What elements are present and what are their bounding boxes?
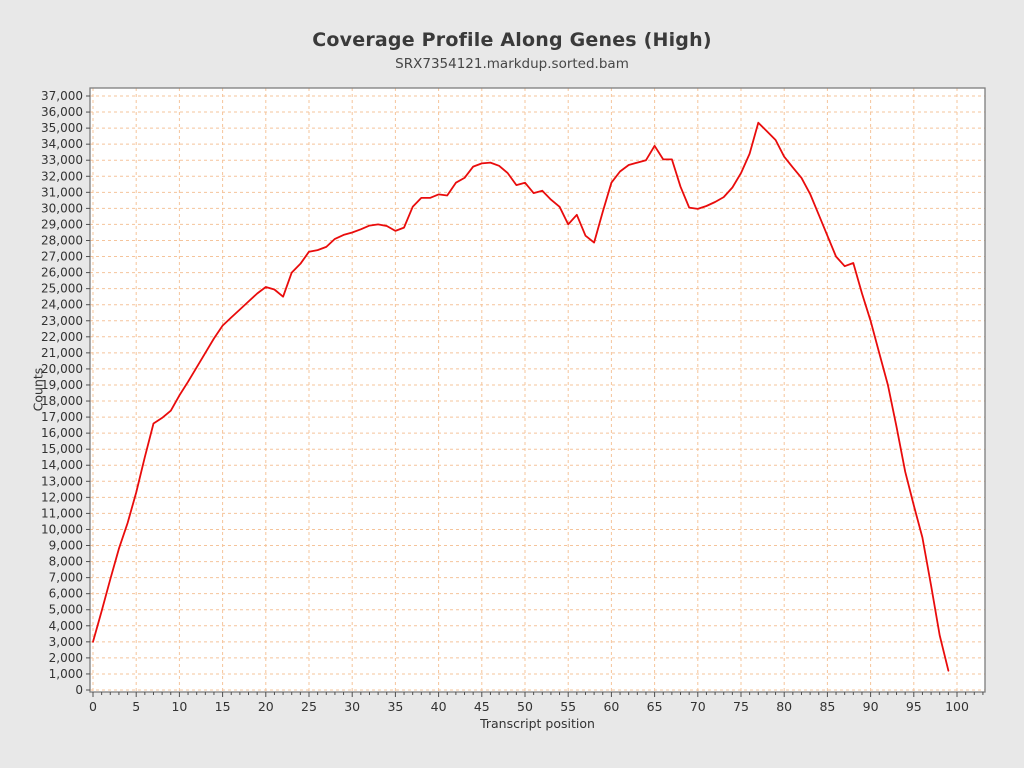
svg-text:21,000: 21,000 — [41, 346, 83, 360]
svg-text:27,000: 27,000 — [41, 250, 83, 264]
svg-text:16,000: 16,000 — [41, 426, 83, 440]
svg-text:0: 0 — [89, 699, 97, 714]
svg-text:25,000: 25,000 — [41, 282, 83, 296]
svg-text:31,000: 31,000 — [41, 185, 83, 199]
svg-text:11,000: 11,000 — [41, 506, 83, 520]
chart-title: Coverage Profile Along Genes (High) — [312, 29, 712, 51]
svg-text:37,000: 37,000 — [41, 89, 83, 103]
svg-text:17,000: 17,000 — [41, 410, 83, 424]
svg-text:26,000: 26,000 — [41, 266, 83, 280]
y-axis-title: Counts — [30, 367, 46, 412]
svg-text:55: 55 — [560, 699, 576, 714]
svg-text:80: 80 — [776, 699, 792, 714]
svg-text:5,000: 5,000 — [49, 603, 83, 617]
svg-text:95: 95 — [906, 699, 922, 714]
svg-text:20: 20 — [258, 699, 274, 714]
svg-text:15: 15 — [215, 699, 231, 714]
svg-text:50: 50 — [517, 699, 533, 714]
chart-frame — [89, 87, 986, 693]
svg-text:25: 25 — [301, 699, 317, 714]
svg-text:29,000: 29,000 — [41, 217, 83, 231]
svg-text:60: 60 — [603, 699, 619, 714]
x-axis-title: Transcript position — [480, 716, 595, 731]
svg-text:24,000: 24,000 — [41, 298, 83, 312]
svg-text:2,000: 2,000 — [49, 651, 83, 665]
svg-text:5: 5 — [132, 699, 140, 714]
svg-text:9,000: 9,000 — [49, 539, 83, 553]
svg-text:19,000: 19,000 — [41, 378, 83, 392]
svg-text:85: 85 — [819, 699, 835, 714]
svg-text:22,000: 22,000 — [41, 330, 83, 344]
svg-text:28,000: 28,000 — [41, 233, 83, 247]
svg-text:35,000: 35,000 — [41, 121, 83, 135]
svg-text:30: 30 — [344, 699, 360, 714]
y-tick-labels: 0 1,000 2,000 3,000 4,000 5,000 6,000 7,000 8,00… — [41, 89, 83, 697]
svg-text:1,000: 1,000 — [49, 667, 83, 681]
svg-text:14,000: 14,000 — [41, 458, 83, 472]
svg-text:10,000: 10,000 — [41, 522, 83, 536]
svg-text:100: 100 — [945, 699, 969, 714]
svg-text:6,000: 6,000 — [49, 587, 83, 601]
svg-text:45: 45 — [474, 699, 490, 714]
svg-text:18,000: 18,000 — [41, 394, 83, 408]
v-gridlines — [92, 88, 958, 692]
y-ticks — [86, 95, 90, 691]
svg-text:35: 35 — [387, 699, 403, 714]
svg-text:70: 70 — [690, 699, 706, 714]
svg-text:23,000: 23,000 — [41, 314, 83, 328]
svg-text:33,000: 33,000 — [41, 153, 83, 167]
svg-text:40: 40 — [431, 699, 447, 714]
svg-text:12,000: 12,000 — [41, 490, 83, 504]
svg-text:10: 10 — [171, 699, 187, 714]
svg-text:34,000: 34,000 — [41, 137, 83, 151]
svg-text:13,000: 13,000 — [41, 474, 83, 488]
svg-text:15,000: 15,000 — [41, 442, 83, 456]
coverage-line — [92, 121, 950, 672]
svg-text:20,000: 20,000 — [41, 362, 83, 376]
svg-text:75: 75 — [733, 699, 749, 714]
svg-text:7,000: 7,000 — [49, 571, 83, 585]
svg-text:36,000: 36,000 — [41, 105, 83, 119]
plot-area — [90, 88, 985, 692]
svg-text:4,000: 4,000 — [49, 619, 83, 633]
svg-text:0: 0 — [75, 683, 83, 697]
svg-text:65: 65 — [647, 699, 663, 714]
svg-text:3,000: 3,000 — [49, 635, 83, 649]
chart-subtitle: SRX7354121.markdup.sorted.bam — [395, 56, 629, 72]
x-ticks — [92, 692, 984, 697]
svg-text:90: 90 — [863, 699, 879, 714]
svg-text:8,000: 8,000 — [49, 555, 83, 569]
x-tick-labels: 0 5 10 15 20 25 30 35 40 45 50 55 60 65 70 75 80 85 90 95 10… — [89, 699, 969, 714]
svg-text:30,000: 30,000 — [41, 201, 83, 215]
svg-text:32,000: 32,000 — [41, 169, 83, 183]
